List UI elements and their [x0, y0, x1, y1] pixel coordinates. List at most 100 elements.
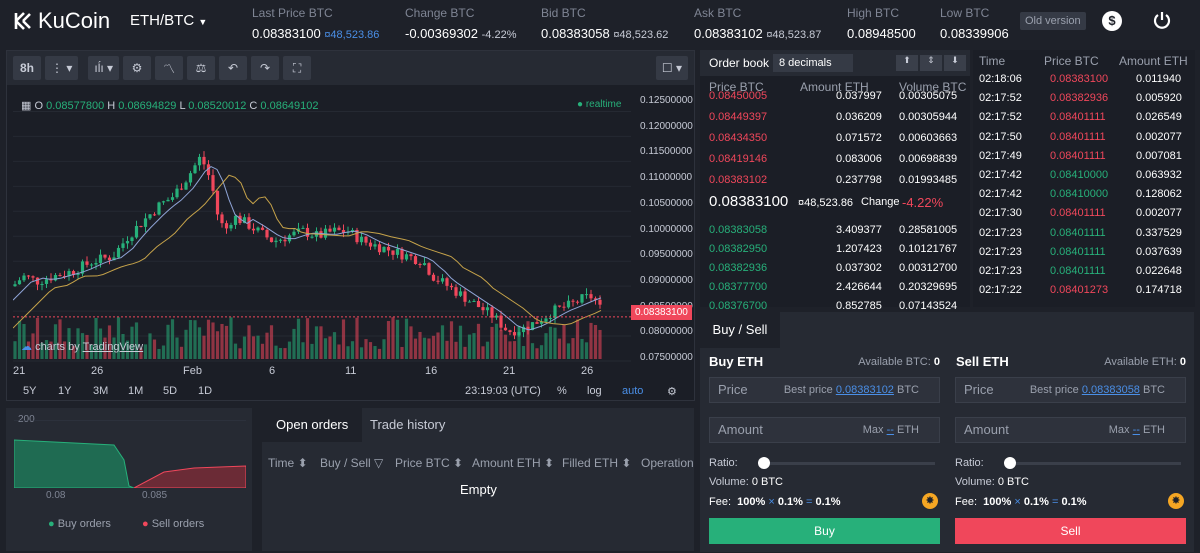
volume-bar [575, 319, 580, 359]
candle-type-icon[interactable]: ıĺı ▾ [88, 56, 120, 80]
ob-bid-row[interactable]: 0.08376700 0.852785 0.07143524 [700, 296, 970, 317]
both-view-icon[interactable]: ⇕ [920, 55, 942, 71]
fee-value: 0.1% [1061, 496, 1087, 508]
kucoin-logo[interactable]: KuCoin [12, 8, 110, 34]
best-price-link[interactable]: 0.08383058 [1081, 384, 1140, 396]
ob-ask-row[interactable]: 0.08449397 0.036209 0.00305944 [700, 107, 970, 128]
tab-buy-sell[interactable]: Buy / Sell [700, 312, 780, 348]
ob-ask-row[interactable]: 0.08450005 0.037997 0.00305075 [700, 86, 970, 107]
range-button-5y[interactable]: 5Y [23, 385, 37, 397]
candle-body [256, 227, 260, 231]
chart-style-dropdown[interactable]: ☐ ▾ [655, 56, 688, 80]
bids-view-icon[interactable]: ⬇ [944, 55, 966, 71]
ob-bid-row[interactable]: 0.08383058 3.409377 0.28581005 [700, 220, 970, 241]
interval-button[interactable]: 8h [13, 56, 41, 80]
ob-ask-row[interactable]: 0.08434350 0.071572 0.00603663 [700, 128, 970, 149]
slider-handle[interactable] [758, 457, 770, 469]
volume-bar [260, 343, 265, 359]
max-link[interactable]: -- [1132, 424, 1140, 436]
volume-bar [220, 323, 224, 359]
max-link[interactable]: -- [886, 424, 894, 436]
ob-cell: 0.037302 [836, 262, 882, 274]
range-button-3m[interactable]: 3M [93, 385, 109, 397]
candle-body [292, 231, 296, 236]
volume-bar [548, 326, 553, 359]
volume-bar [508, 341, 512, 359]
volume-bar [71, 346, 76, 359]
chart-toolbar: 8h ⋮ ▾ ıĺı ▾ ⚙ 〽 ⚖ ↶ ↷ ⛶ ☐ ▾ [7, 51, 694, 85]
volume-bar [215, 331, 220, 359]
candle-body [35, 277, 40, 285]
candle-body [310, 236, 314, 238]
buy-button[interactable]: Buy [709, 518, 940, 544]
depth-x-label: 0.085 [142, 490, 168, 501]
percent-toggle[interactable]: % [557, 385, 567, 397]
candle-body [373, 244, 377, 247]
buy-ratio-slider[interactable] [758, 457, 935, 469]
realtime-label: realtime [585, 99, 622, 110]
indicators-icon[interactable]: 〽 [155, 56, 184, 80]
price-tick-label: 0.12500000 [640, 95, 693, 106]
col-filled[interactable]: Filled ETH ⬍ [562, 456, 631, 470]
buy-price-input[interactable]: Price Best price 0.08383102 BTC [709, 377, 940, 403]
candle-body [175, 188, 179, 198]
fee-value: 0.1% [777, 496, 803, 508]
best-price-link[interactable]: 0.08383102 [835, 384, 894, 396]
candlestick-chart[interactable] [13, 91, 631, 363]
dollar-icon[interactable]: $ [1102, 11, 1122, 31]
buy-available: Available BTC: 0 [858, 356, 940, 368]
fullscreen-icon[interactable]: ⛶ [283, 56, 312, 80]
gear-icon[interactable]: ⚙ [123, 56, 152, 80]
power-icon[interactable] [1152, 9, 1172, 34]
decimals-select[interactable]: 8 decimals [773, 54, 853, 72]
ob-bid-row[interactable]: 0.08377700 2.426644 0.20329695 [700, 277, 970, 298]
volume-bar [17, 320, 22, 359]
price-tick-label: 0.12000000 [640, 120, 693, 132]
col-buy-sell[interactable]: Buy / Sell ▽ [320, 456, 383, 470]
ob-bid-row[interactable]: 0.08382936 0.037302 0.00312700 [700, 258, 970, 279]
volume-bar [265, 332, 269, 359]
tradingview-link[interactable]: TradingView [82, 341, 144, 353]
redo-icon[interactable]: ↷ [251, 56, 280, 80]
settings-gear-icon[interactable]: ⚙ [667, 386, 677, 398]
old-version-button[interactable]: Old version [1020, 12, 1086, 30]
auto-toggle[interactable]: auto [622, 385, 644, 397]
candle-body [341, 230, 346, 233]
sell-price-input[interactable]: Price Best price 0.08383058 BTC [955, 377, 1186, 403]
ob-bid-row[interactable]: 0.08382950 1.207423 0.10121767 [700, 239, 970, 260]
buy-amount-input[interactable]: Amount Max -- ETH [709, 417, 940, 443]
asks-view-icon[interactable]: ⬆ [896, 55, 918, 71]
col-time[interactable]: Time ⬍ [268, 456, 308, 470]
candle-body [494, 315, 499, 318]
range-button-1m[interactable]: 1M [128, 385, 144, 397]
undo-icon[interactable]: ↶ [219, 56, 248, 80]
sell-button[interactable]: Sell [955, 518, 1186, 544]
ticker-label: High BTC [847, 6, 900, 20]
sell-amount-input[interactable]: Amount Max -- ETH [955, 417, 1186, 443]
sell-ratio-slider[interactable] [1004, 457, 1181, 469]
tab-open-orders[interactable]: Open orders [262, 408, 363, 442]
candle-body [188, 173, 193, 183]
range-button-1d[interactable]: 1D [198, 385, 213, 397]
candle-body [490, 307, 494, 318]
log-toggle[interactable]: log [587, 385, 602, 397]
range-button-5d[interactable]: 5D [163, 385, 178, 397]
compare-icon[interactable]: ⚖ [187, 56, 216, 80]
col-amount[interactable]: Amount ETH ⬍ [472, 456, 554, 470]
fee-discount-icon[interactable]: ✸ [1168, 493, 1184, 509]
candle-body [580, 294, 584, 303]
pair-selector[interactable]: ETH/BTC ▼ [130, 12, 207, 29]
fee-discount-icon[interactable]: ✸ [922, 493, 938, 509]
ob-ask-row[interactable]: 0.08383102 0.237798 0.01993485 [700, 170, 970, 191]
more-icon[interactable]: ⋮ ▾ [45, 56, 79, 80]
ob-ask-row[interactable]: 0.08419146 0.083006 0.00698839 [700, 149, 970, 170]
depth-chart[interactable] [14, 420, 246, 488]
candle-body [436, 280, 440, 282]
col-price[interactable]: Price BTC ⬍ [395, 456, 463, 470]
slider-handle[interactable] [1004, 457, 1016, 469]
volume-bar [202, 335, 206, 359]
volume-bar [188, 320, 193, 359]
range-button-1y[interactable]: 1Y [58, 385, 72, 397]
tradingview-credit[interactable]: ☁ charts by TradingView [21, 340, 143, 353]
tab-trade-history[interactable]: Trade history [370, 417, 446, 432]
